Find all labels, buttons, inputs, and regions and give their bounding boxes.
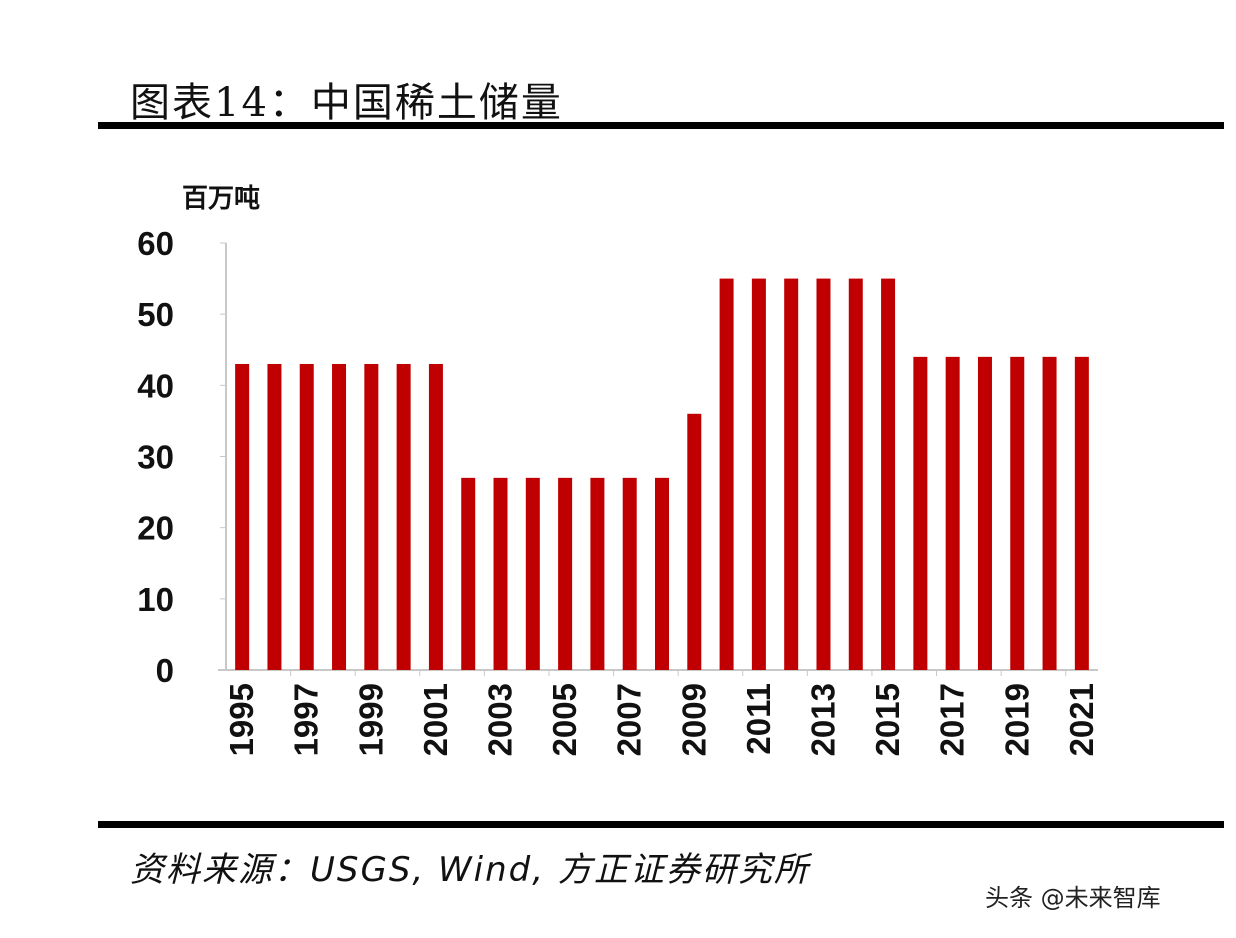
y-tick-label: 60 <box>137 225 174 262</box>
bar-2010 <box>719 278 734 670</box>
y-axis-unit: 百万吨 <box>182 184 261 214</box>
bar-1997 <box>299 363 314 670</box>
bar-2015 <box>881 278 896 670</box>
x-tick-label: 2019 <box>998 683 1035 756</box>
bar-2021 <box>1074 356 1089 670</box>
bar-2002 <box>461 477 476 670</box>
x-tick-label: 2007 <box>611 683 648 756</box>
source-note: 资料来源：USGS, Wind, 方正证券研究所 <box>130 850 810 890</box>
bar-1995 <box>235 363 250 670</box>
bar-2011 <box>751 278 766 670</box>
bar-2018 <box>977 356 992 670</box>
bar-2012 <box>784 278 799 670</box>
bar-2016 <box>913 356 928 670</box>
y-tick-label: 40 <box>137 367 174 404</box>
bar-2007 <box>622 477 637 670</box>
bar-2014 <box>848 278 863 670</box>
bar-2009 <box>687 413 702 670</box>
bar-2006 <box>590 477 605 670</box>
x-tick-label: 2015 <box>869 683 906 756</box>
bar-2019 <box>1010 356 1025 670</box>
bar-2005 <box>558 477 573 670</box>
chart-title: 图表14：中国稀土储量 <box>130 80 563 126</box>
bar-2004 <box>525 477 540 670</box>
bar-2017 <box>945 356 960 670</box>
x-tick-label: 2009 <box>675 683 712 756</box>
title-rule <box>98 122 1224 129</box>
x-tick-label: 1997 <box>288 683 325 756</box>
bar-1998 <box>332 363 347 670</box>
x-tick-label: 2001 <box>417 683 454 756</box>
y-tick-label: 20 <box>137 510 174 547</box>
y-tick-label: 10 <box>137 581 174 618</box>
x-tick-label: 2013 <box>804 683 841 756</box>
y-tick-label: 30 <box>137 439 174 476</box>
bar-2000 <box>396 363 411 670</box>
bar-2001 <box>428 363 443 670</box>
x-tick-label: 2017 <box>934 683 971 756</box>
x-tick-label: 2011 <box>740 683 777 755</box>
bar-1996 <box>267 363 282 670</box>
bar-2008 <box>655 477 669 670</box>
y-tick-label: 50 <box>137 296 174 333</box>
bar-2013 <box>816 278 831 670</box>
x-tick-label: 2005 <box>546 683 583 756</box>
x-tick-label: 1999 <box>352 683 389 756</box>
watermark: 头条 @未来智库 <box>985 884 1161 912</box>
bar-2020 <box>1042 356 1057 670</box>
x-tick-label: 2021 <box>1063 683 1100 756</box>
bar-2003 <box>493 477 508 670</box>
x-tick-label: 2003 <box>482 683 519 756</box>
x-tick-label: 1995 <box>223 683 260 756</box>
bar-1999 <box>364 363 379 670</box>
y-tick-label: 0 <box>156 652 174 689</box>
source-rule <box>98 821 1224 828</box>
